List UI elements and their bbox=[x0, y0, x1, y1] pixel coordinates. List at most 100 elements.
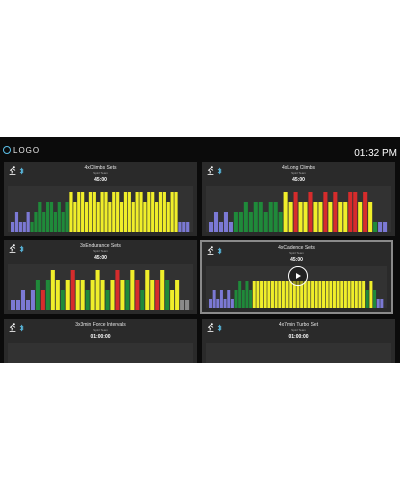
profile-bar bbox=[22, 222, 26, 232]
workout-card-3[interactable]: 3xEndurance Sets Spinl Team 45:00 bbox=[4, 240, 197, 314]
profile-bar bbox=[369, 281, 373, 308]
profile-bar bbox=[358, 281, 362, 308]
profile-bar bbox=[258, 202, 263, 232]
profile-bar bbox=[238, 212, 243, 232]
profile-bar bbox=[293, 192, 298, 232]
profile-bar bbox=[80, 280, 85, 310]
profile-bar bbox=[343, 281, 347, 308]
profile-bar bbox=[100, 280, 105, 310]
workout-card-4[interactable]: 4xCadence Sets Spinl Team 45:00 bbox=[200, 240, 393, 314]
profile-bar bbox=[166, 202, 170, 232]
profile-bar bbox=[160, 270, 165, 310]
bluetooth-icon bbox=[217, 167, 222, 174]
profile-bar bbox=[77, 192, 81, 232]
profile-bar bbox=[151, 192, 155, 232]
profile-bar bbox=[243, 202, 248, 232]
workout-duration: 45:00 bbox=[94, 177, 107, 183]
workout-title: 3x3min Force Intervals bbox=[75, 322, 126, 328]
play-icon[interactable] bbox=[288, 266, 308, 286]
workout-duration: 45:00 bbox=[292, 177, 305, 183]
profile-bar bbox=[35, 280, 40, 310]
profile-bar bbox=[376, 299, 380, 308]
card-icons bbox=[207, 246, 222, 255]
profile-bar bbox=[131, 202, 135, 232]
profile-bar bbox=[88, 192, 93, 232]
workout-subtitle: Spinl Team bbox=[289, 251, 304, 255]
workout-profile-chart bbox=[8, 264, 193, 310]
profile-bar bbox=[223, 299, 227, 308]
profile-bar bbox=[233, 212, 238, 232]
profile-bar bbox=[303, 202, 308, 232]
workout-profile-chart bbox=[206, 186, 391, 232]
profile-bar bbox=[120, 280, 125, 310]
profile-bar bbox=[50, 270, 55, 310]
profile-bar bbox=[155, 280, 160, 310]
profile-bar bbox=[75, 280, 80, 310]
profile-bar bbox=[158, 192, 163, 232]
profile-svg bbox=[206, 343, 391, 363]
profile-bar bbox=[130, 270, 135, 310]
profile-bar bbox=[329, 281, 333, 308]
profile-bar bbox=[147, 192, 151, 232]
profile-bar bbox=[270, 281, 274, 308]
profile-bar bbox=[227, 290, 231, 308]
profile-bar bbox=[30, 222, 34, 232]
profile-bar bbox=[186, 222, 190, 232]
profile-bar bbox=[38, 202, 42, 232]
profile-bar bbox=[336, 281, 340, 308]
profile-bar bbox=[95, 270, 100, 310]
profile-bar bbox=[248, 212, 253, 232]
profile-bar bbox=[34, 212, 38, 232]
workout-profile-chart bbox=[206, 343, 391, 363]
profile-bar bbox=[116, 192, 120, 232]
workout-duration: 45:00 bbox=[94, 255, 107, 261]
profile-bar bbox=[354, 281, 358, 308]
profile-bar bbox=[170, 290, 175, 310]
profile-bar bbox=[180, 300, 185, 310]
profile-bar bbox=[314, 281, 318, 308]
profile-bar bbox=[135, 192, 139, 232]
profile-bar bbox=[49, 202, 54, 232]
workout-card-6[interactable]: 4x7min Turbo Set Spinl Team 01:00:00 bbox=[202, 319, 395, 363]
profile-bar bbox=[185, 300, 190, 310]
profile-bar bbox=[351, 281, 355, 308]
profile-bar bbox=[253, 202, 258, 232]
bluetooth-icon bbox=[19, 324, 24, 331]
profile-bar bbox=[182, 222, 186, 232]
profile-bar bbox=[343, 202, 348, 232]
profile-bar bbox=[69, 192, 73, 232]
profile-bar bbox=[26, 212, 30, 232]
profile-bar bbox=[40, 290, 45, 310]
profile-bar bbox=[365, 290, 369, 308]
profile-bar bbox=[218, 222, 224, 232]
workout-card-2[interactable]: 4xLong Climbs Spinl Team 45:00 bbox=[202, 162, 395, 236]
profile-bar bbox=[139, 192, 143, 232]
profile-bar bbox=[154, 202, 159, 232]
profile-bar bbox=[278, 281, 282, 308]
profile-bar bbox=[219, 290, 223, 308]
profile-bar bbox=[249, 290, 253, 308]
profile-bar bbox=[358, 202, 363, 232]
profile-bar bbox=[85, 290, 90, 310]
profile-bar bbox=[90, 280, 95, 310]
workout-card-1[interactable]: 4xClimbs Sets Spinl Team 45:00 bbox=[4, 162, 197, 236]
profile-bar bbox=[300, 281, 304, 308]
workout-card-5[interactable]: 3x3min Force Intervals Spinl Team 01:00:… bbox=[4, 319, 197, 363]
workout-duration: 01:00:00 bbox=[90, 334, 111, 340]
profile-bar bbox=[213, 212, 219, 232]
profile-bar bbox=[209, 222, 214, 232]
card-icons bbox=[9, 244, 24, 253]
profile-bar bbox=[46, 202, 50, 232]
profile-bar bbox=[135, 280, 140, 310]
profile-bar bbox=[234, 290, 238, 308]
profile-bar bbox=[256, 281, 260, 308]
workout-duration: 45:00 bbox=[290, 257, 303, 263]
profile-bar bbox=[363, 192, 368, 232]
cyclist-icon bbox=[9, 244, 16, 253]
profile-bar bbox=[296, 281, 300, 308]
profile-bar bbox=[338, 202, 343, 232]
profile-bar bbox=[60, 290, 65, 310]
profile-bar bbox=[65, 202, 69, 232]
profile-bar bbox=[241, 290, 245, 308]
profile-bar bbox=[362, 281, 366, 308]
